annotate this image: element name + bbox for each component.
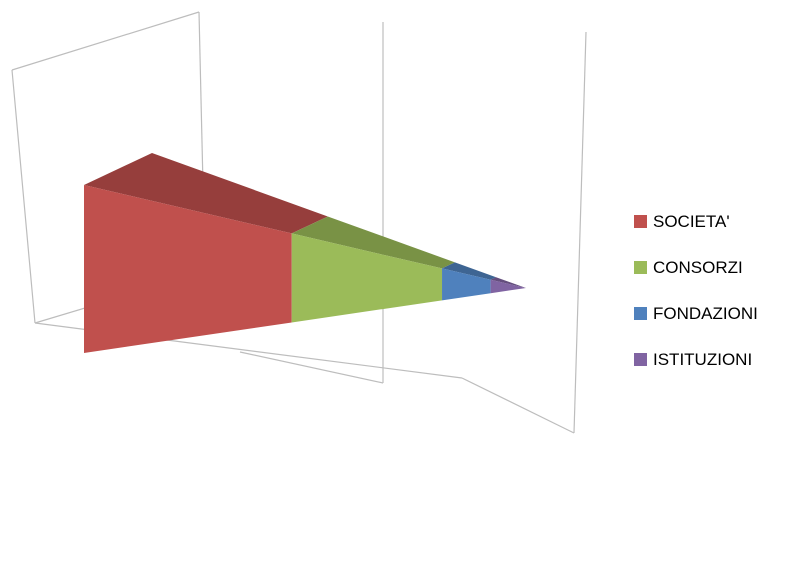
pyramid-segments	[84, 153, 526, 353]
pyramid-segment-societa	[84, 185, 292, 353]
pyramid-top-fondazioni	[442, 262, 497, 280]
legend-swatch-societa	[634, 215, 647, 228]
floor-mid-diagonal	[239, 351, 384, 384]
legend-swatch-fondazioni	[634, 307, 647, 320]
pyramid-top-societa	[84, 153, 328, 234]
legend-label-consorzi: CONSORZI	[653, 258, 743, 277]
pyramid-top-istituzioni	[490, 277, 526, 288]
legend-swatch-istituzioni	[634, 353, 647, 366]
back-wall-top-edge	[11, 11, 200, 71]
pyramid-segment-istituzioni	[490, 279, 526, 294]
legend: SOCIETA' CONSORZI FONDAZIONI ISTITUZIONI	[634, 212, 758, 369]
back-wall-left-edge	[11, 69, 36, 324]
pyramid-segment-consorzi	[291, 233, 443, 323]
floor-right-edge	[461, 377, 575, 434]
legend-label-fondazioni: FONDAZIONI	[653, 304, 758, 323]
gridline-front	[573, 31, 587, 434]
legend-label-societa: SOCIETA'	[653, 212, 730, 231]
legend-swatch-consorzi	[634, 261, 647, 274]
pyramid-top-consorzi	[291, 216, 455, 269]
legend-label-istituzioni: ISTITUZIONI	[653, 350, 752, 369]
pyramid-segment-fondazioni	[442, 268, 491, 301]
